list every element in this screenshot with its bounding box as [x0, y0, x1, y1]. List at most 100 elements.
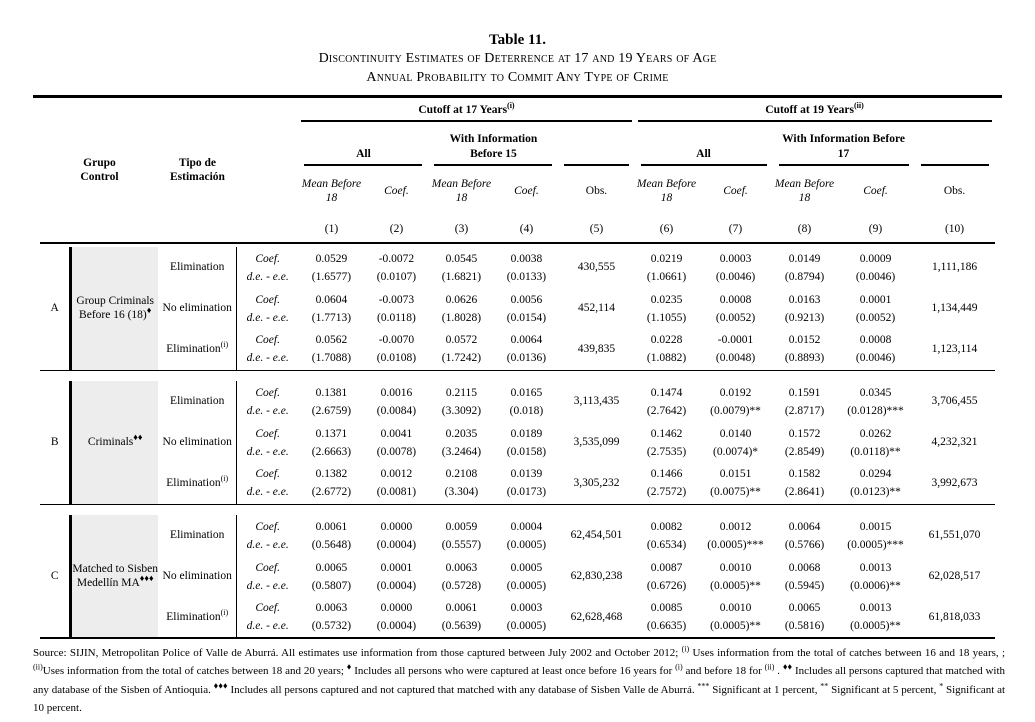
- obs-cell: 61,818,033: [914, 597, 995, 640]
- value-cell: 0.1572 (2.8549): [784, 427, 825, 458]
- notes-sup: **: [820, 680, 829, 690]
- notes-sup: ♦: [346, 661, 352, 672]
- stat-labels: Coef. d.e. - e.e.: [235, 381, 299, 423]
- table-title-line2: Annual Probability to Commit Any Type of…: [366, 70, 669, 86]
- value-cell: 0.0529 (1.6577): [311, 252, 352, 283]
- obs-cell: 3,706,455: [931, 395, 978, 408]
- value-cell: 0.0056 (0.0154): [506, 293, 547, 324]
- notes-text: Uses information from the total of catch…: [42, 665, 347, 678]
- value-cell: 0.0063 (0.5732): [298, 597, 365, 640]
- value-cell: 0.0189 (0.0158): [506, 427, 547, 458]
- value-cell: 0.0004 (0.0005): [506, 520, 547, 551]
- table-row: No elimination Coef. d.e. - e.e. 0.0604 (1…: [40, 288, 994, 330]
- col-number: (10): [914, 216, 995, 245]
- value-cell: 0.0016 (0.0084): [376, 386, 417, 417]
- value-cell: 0.0064 (0.5766): [784, 520, 825, 551]
- value-cell: 0.0001 (0.0052): [855, 293, 896, 324]
- col-number: (4): [494, 216, 559, 245]
- value-cell: 0.0059 (0.5557): [441, 520, 482, 551]
- subheader-all-17: All: [298, 122, 428, 167]
- value-cell: 0.0005 (0.0005): [506, 561, 547, 592]
- group-label: Group Criminals Before 16 (18)♦: [70, 247, 159, 371]
- value-cell: 0.0192 (0.0079)**: [710, 386, 761, 417]
- table-title-line1: Discontinuity Estimates of Deterrence at…: [318, 51, 717, 67]
- value-cell: 0.0008 (0.0052): [715, 293, 756, 324]
- notes-sup: (i): [681, 644, 690, 654]
- value-cell: 0.0087 (0.6726): [646, 561, 687, 592]
- col-number: (7): [698, 216, 773, 245]
- stat-labels: Coef. d.e. - e.e.: [235, 288, 299, 330]
- value-cell: 0.0149 (0.8794): [784, 252, 825, 283]
- obs-cell: 3,305,232: [558, 463, 635, 505]
- value-cell: 0.0085 (0.6635): [634, 597, 699, 640]
- notes-text: Includes all persons who were captured a…: [351, 665, 676, 678]
- table-row: No elimination Coef. d.e. - e.e. 0.0065 (0…: [40, 556, 994, 598]
- value-cell: 0.0235 (1.1055): [646, 293, 687, 324]
- table-row: Elimination(i) Coef. d.e. - e.e. 0.0063 (0…: [40, 597, 995, 640]
- value-cell: 0.1466 (2.7572): [634, 463, 699, 505]
- obs-cell: 3,113,435: [573, 395, 620, 408]
- col-header-mean: Mean Before 18: [774, 177, 835, 205]
- stat-labels: Coef. d.e. - e.e.: [235, 422, 299, 464]
- value-cell: 0.0010 (0.0005)**: [698, 597, 773, 640]
- panel-letter: C: [40, 515, 72, 640]
- col-number: (3): [428, 216, 495, 245]
- value-cell: 0.1371 (2.6663): [311, 427, 352, 458]
- value-cell: 0.0000 (0.0004): [364, 597, 429, 640]
- stat-labels: Coef. d.e. - e.e.: [235, 463, 299, 505]
- value-cell: 0.0003 (0.0046): [715, 252, 756, 283]
- obs-cell: 1,134,449: [931, 302, 978, 315]
- notes-sup: (ii): [764, 662, 775, 672]
- table-row: No elimination Coef. d.e. - e.e. 0.1371 (2…: [40, 422, 994, 464]
- notes-text: Significant at 10 percent.: [33, 683, 1006, 714]
- col-header-coef: Coef.: [384, 184, 409, 197]
- value-cell: 0.0626 (1.8028): [441, 293, 482, 324]
- col-header-stat-spacer: [236, 98, 299, 245]
- col-header-obs: Obs.: [943, 184, 966, 197]
- notes-text: Source: SIJIN, Metropolitan Police of Va…: [33, 647, 682, 660]
- obs-cell: 3,535,099: [573, 436, 620, 449]
- value-cell: 0.1381 (2.6759): [311, 386, 352, 417]
- value-cell: 0.0219 (1.0661): [646, 252, 687, 283]
- obs-cell: 62,454,501: [570, 529, 623, 542]
- col-header-coef: Coef.: [723, 184, 748, 197]
- value-cell: 0.1474 (2.7642): [646, 386, 687, 417]
- table-title-block: Table 11. Discontinuity Estimates of Det…: [33, 30, 1002, 88]
- group-header-cutoff-19: Cutoff at 19 Years(ii): [635, 98, 995, 123]
- table-row: Elimination(i) Coef. d.e. - e.e. 0.0562 (1…: [40, 329, 995, 371]
- obs-cell: 439,835: [558, 329, 635, 371]
- subheader-all-19: All: [635, 122, 773, 167]
- value-cell: 0.1462 (2.7535): [646, 427, 687, 458]
- notes-text: Significant at 5 percent,: [828, 683, 940, 696]
- cutoff-17-label: Cutoff at 17 Years: [418, 103, 508, 116]
- value-cell: 0.0010 (0.0005)**: [710, 561, 761, 592]
- col-number: (6): [634, 216, 699, 245]
- stat-labels: Coef. d.e. - e.e.: [235, 247, 299, 289]
- value-cell: 0.0061 (0.5648): [311, 520, 352, 551]
- col-number: (5): [558, 216, 635, 245]
- notes-sup: ♦♦♦: [213, 679, 228, 690]
- value-cell: 0.0139 (0.0173): [494, 463, 559, 505]
- table-notes: Source: SIJIN, Metropolitan Police of Va…: [33, 644, 1005, 717]
- value-cell: 0.2035 (3.2464): [441, 427, 482, 458]
- value-cell: 0.0082 (0.6534): [646, 520, 687, 551]
- obs-cell: 430,555: [577, 261, 616, 274]
- col-header-tipo-estimacion: Tipo de Estimación: [158, 98, 237, 245]
- value-cell: 0.0008 (0.0046): [836, 329, 915, 371]
- value-cell: 0.2108 (3.304): [428, 463, 495, 505]
- notes-text: Includes all persons captured that match…: [33, 665, 1006, 696]
- results-table: Grupo Control Tipo de Estimación Cutoff …: [40, 98, 995, 640]
- obs-cell: 1,111,186: [931, 261, 978, 274]
- value-cell: 0.0545 (1.6821): [441, 252, 482, 283]
- table-number: Table 11.: [489, 32, 546, 48]
- col-number: (2): [364, 216, 429, 245]
- subheader-obs-19-rule: [915, 122, 995, 167]
- value-cell: 0.0345 (0.0128)***: [847, 386, 904, 417]
- notes-text: and before 18 for: [682, 665, 765, 678]
- col-number: (1): [298, 216, 365, 245]
- value-cell: 0.1582 (2.8641): [772, 463, 837, 505]
- col-header-coef: Coef.: [514, 184, 539, 197]
- value-cell: 0.0013 (0.0005)**: [836, 597, 915, 640]
- estimation-type: No elimination: [162, 302, 232, 315]
